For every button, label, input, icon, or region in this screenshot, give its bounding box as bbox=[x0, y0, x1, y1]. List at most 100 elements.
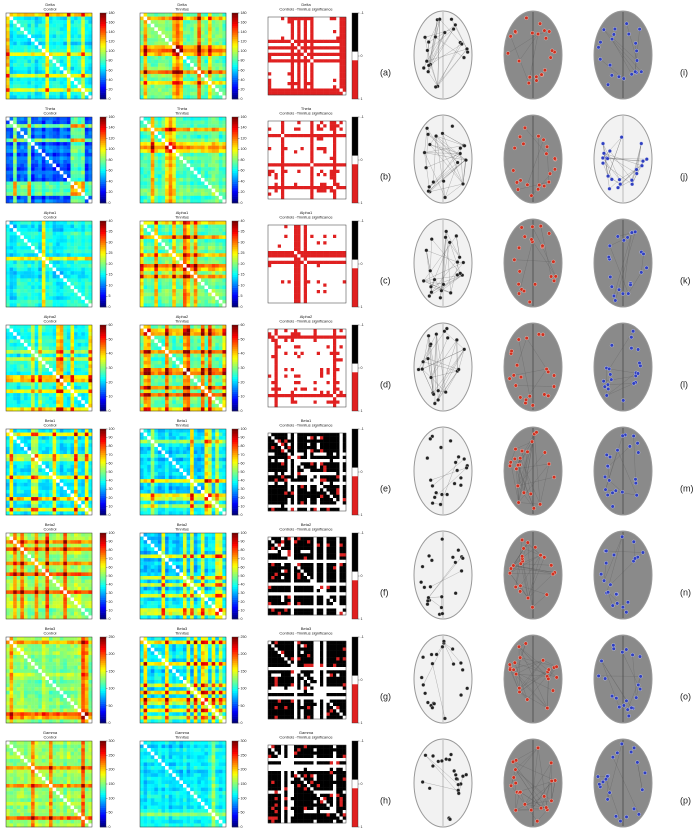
colorbar-segment bbox=[232, 134, 238, 136]
colorbar-segment bbox=[232, 143, 238, 145]
heatmap-cell bbox=[147, 13, 151, 17]
significance-cell bbox=[314, 82, 317, 85]
heatmap-cell bbox=[56, 160, 60, 164]
heatmap-cell bbox=[158, 67, 162, 71]
significance-cell bbox=[330, 37, 333, 40]
significance-cell bbox=[320, 137, 323, 140]
significance-cell bbox=[304, 20, 307, 23]
heatmap-cell bbox=[63, 156, 67, 160]
heatmap-cell bbox=[165, 117, 169, 121]
heatmap-cell bbox=[197, 70, 201, 74]
heatmap-cell bbox=[85, 192, 89, 196]
heatmap-cell bbox=[63, 146, 67, 150]
heatmap-cell bbox=[13, 81, 17, 85]
significance-cell bbox=[297, 40, 300, 43]
significance-cell bbox=[333, 131, 336, 134]
heatmap-cell bbox=[45, 45, 49, 49]
significance-cell bbox=[284, 20, 287, 23]
significance-cell bbox=[288, 79, 291, 82]
heatmap-cell bbox=[20, 192, 24, 196]
heatmap-cell bbox=[20, 228, 24, 232]
significance-cell bbox=[304, 128, 307, 131]
heatmap-cell bbox=[71, 271, 75, 275]
colorbar-segment bbox=[232, 184, 238, 186]
heatmap-cell bbox=[42, 67, 46, 71]
heatmap-cell bbox=[176, 235, 180, 239]
heatmap-cell bbox=[45, 31, 49, 35]
significance-cell bbox=[317, 89, 320, 92]
heatmap-cell bbox=[85, 271, 89, 275]
heatmap-cell bbox=[31, 225, 35, 229]
heatmap-cell bbox=[187, 20, 191, 24]
significance-cell bbox=[336, 186, 339, 189]
significance-cell bbox=[323, 176, 326, 179]
heatmap-cell bbox=[205, 139, 209, 143]
heatmap-cell bbox=[31, 60, 35, 64]
heatmap-cell bbox=[35, 225, 39, 229]
significance-cell bbox=[343, 76, 346, 79]
heatmap-cell bbox=[219, 85, 223, 89]
heatmap-cell bbox=[31, 31, 35, 35]
heatmap-cell bbox=[85, 70, 89, 74]
heatmap-cell bbox=[28, 282, 32, 286]
heatmap-cell bbox=[190, 260, 194, 264]
heatmap-cell bbox=[165, 196, 169, 200]
heatmap-cell bbox=[28, 85, 32, 89]
significance-cell bbox=[271, 180, 274, 183]
panel-subtitle: Tinnitus bbox=[175, 111, 189, 116]
heatmap-cell bbox=[63, 278, 67, 282]
heatmap-cell bbox=[179, 139, 183, 143]
heatmap-cell bbox=[179, 49, 183, 53]
heatmap-cell bbox=[28, 92, 32, 96]
heatmap-cell bbox=[162, 13, 166, 17]
heatmap-cell bbox=[53, 42, 57, 46]
heatmap-cell bbox=[24, 160, 28, 164]
heatmap-cell bbox=[197, 27, 201, 31]
heatmap-cell bbox=[35, 20, 39, 24]
colorbar-segment bbox=[100, 58, 106, 60]
heatmap-cell bbox=[162, 131, 166, 135]
heatmap-cell bbox=[179, 142, 183, 146]
heatmap-cell bbox=[88, 17, 92, 21]
heatmap-cell bbox=[63, 221, 67, 225]
heatmap-cell bbox=[147, 78, 151, 82]
significance-cell bbox=[288, 176, 291, 179]
heatmap-cell bbox=[212, 52, 216, 56]
significance-cell bbox=[330, 89, 333, 92]
electrode bbox=[543, 68, 547, 72]
heatmap-cell bbox=[88, 293, 92, 297]
heatmap-cell bbox=[45, 250, 49, 254]
heatmap-cell bbox=[28, 38, 32, 42]
significance-cell bbox=[330, 27, 333, 30]
significance-cell bbox=[343, 50, 346, 53]
significance-cell bbox=[281, 154, 284, 157]
heatmap-cell bbox=[169, 146, 173, 150]
heatmap-cell bbox=[53, 174, 57, 178]
heatmap-cell bbox=[10, 45, 14, 49]
heatmap-cell bbox=[20, 81, 24, 85]
significance-cell bbox=[294, 147, 297, 150]
heatmap-cell bbox=[85, 189, 89, 193]
heatmap-cell bbox=[45, 13, 49, 17]
heatmap-cell bbox=[169, 92, 173, 96]
heatmap-cell bbox=[158, 260, 162, 264]
heatmap-cell bbox=[147, 167, 151, 171]
significance-cell bbox=[333, 147, 336, 150]
significance-cell bbox=[275, 180, 278, 183]
heatmap-cell bbox=[147, 45, 151, 49]
heatmap-cell bbox=[222, 260, 226, 264]
heatmap-cell bbox=[197, 74, 201, 78]
significance-cell bbox=[310, 82, 313, 85]
heatmap-cell bbox=[183, 31, 187, 35]
heatmap-cell bbox=[176, 171, 180, 175]
heatmap-cell bbox=[190, 124, 194, 128]
significance-cell bbox=[281, 40, 284, 43]
heatmap-cell bbox=[205, 167, 209, 171]
heatmap-cell bbox=[6, 124, 10, 128]
heatmap-cell bbox=[24, 60, 28, 64]
heatmap-cell bbox=[183, 228, 187, 232]
colorbar-segment bbox=[100, 121, 106, 123]
significance-cell bbox=[343, 40, 346, 43]
heatmap-cell bbox=[219, 128, 223, 132]
heatmap-cell bbox=[60, 189, 64, 193]
